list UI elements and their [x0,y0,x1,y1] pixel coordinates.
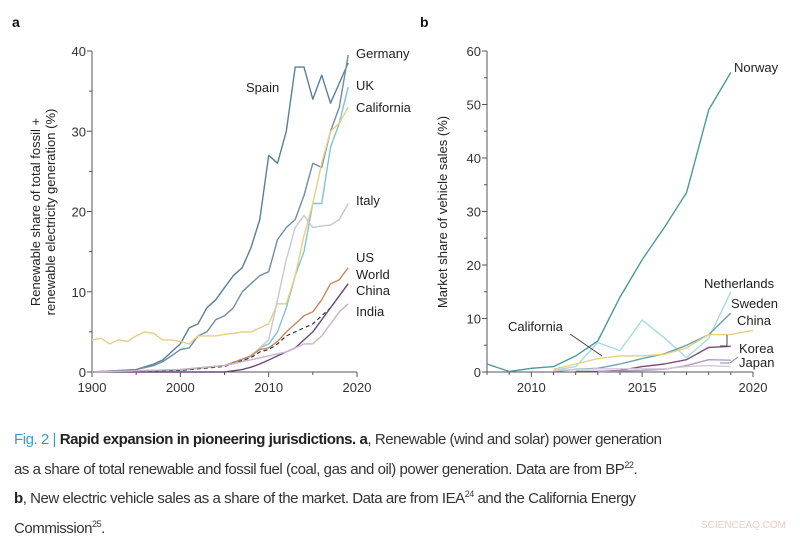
label-china-a: China [356,283,391,298]
series-line-us [91,267,349,373]
series-line-germany [91,54,349,373]
series-line-uk [91,86,349,373]
label-china-b: China [737,313,772,328]
korea-leader-line [720,356,739,364]
reference: 25 [92,518,102,529]
label-korea: Korea [739,341,774,356]
y-tick-label: 0 [79,365,86,380]
x-tick-label: 1900 [78,380,107,395]
series-line-netherlands [553,291,732,372]
y-tick-label: 10 [72,285,86,300]
x-tick-label: 2010 [254,380,283,395]
y-tick-label: 30 [467,205,481,220]
label-california-b: California [508,319,564,334]
x-tick-label: 2000 [166,380,195,395]
caption-text: . [101,519,105,537]
label-uk: UK [356,78,374,93]
caption-a-label: a [359,431,368,448]
x-tick-label: 2020 [343,380,372,395]
y-tick-label: 40 [72,44,86,59]
china-leader-line [720,335,728,347]
y-tick-label: 20 [72,205,86,220]
series-line-japan [553,364,731,372]
label-california-a: California [356,100,412,115]
label-italy: Italy [356,193,380,208]
caption-text: and the California Energy [473,490,636,507]
chart-a: 0 10 20 30 40 1900 2000 2010 2020 [72,44,372,395]
x-tick-label: 2010 [517,380,546,395]
y-axis-label-a-line2: renewable electricity generation (%) [43,109,58,316]
series-line-california [553,329,754,370]
series-line-spain [91,62,349,373]
y-axis-label-a-line1: Renewable share of total fossil + [28,118,43,306]
series-line-italy [91,203,349,373]
y-tick-label: 0 [474,365,481,380]
panel-label-b: b [420,14,429,30]
series-line-world [91,283,349,373]
reference: 22 [624,459,634,470]
y-tick-label: 20 [467,258,481,273]
caption-text: as a share of total renewable and fossil… [14,460,625,478]
y-tick-label: 10 [467,312,481,327]
caption-b-label: b [14,490,23,507]
y-axis-label-b: Market share of vehicle sales (%) [435,116,450,308]
label-world: World [356,267,390,282]
figure-caption: Fig. 2 | Rapid expansion in pioneering j… [14,428,794,537]
x-tick-label: 2020 [739,380,768,395]
label-germany: Germany [356,46,410,61]
caption-text: , New electric vehicle sales as a share … [22,490,465,507]
y-tick-label: 50 [467,98,481,113]
california-leader-line [569,333,603,357]
series-line-california [91,106,349,345]
label-us: US [356,250,374,265]
caption-text: Commission [14,519,93,537]
charts: a b 0 10 20 30 40 1900 2000 2010 2020 0 10 20 30 40 5… [12,14,779,395]
y-tick-label: 40 [467,151,481,166]
panel-label-a: a [12,14,20,30]
caption-text: . [633,460,638,478]
caption-text: , Renewable (wind and solar) power gener… [367,431,662,448]
x-tick-label: 2015 [628,380,657,395]
label-spain: Spain [246,80,279,95]
series-line-china [92,283,349,373]
reference: 24 [464,489,475,499]
label-sweden: Sweden [731,296,778,311]
label-japan: Japan [739,355,774,370]
caption-title: Rapid expansion in pioneering jurisdicti… [59,431,357,448]
chart-b: 0 10 20 30 40 50 60 2010 2015 2020 [467,44,768,395]
series-line-india [91,303,349,373]
label-norway: Norway [734,60,779,75]
y-tick-label: 60 [467,44,481,59]
watermark: SCIENCEAQ.COM [700,520,786,531]
figure-label: Fig. 2 | [14,431,56,448]
label-india: India [356,304,385,319]
label-netherlands: Netherlands [704,276,775,291]
series-line-norway [486,72,732,373]
y-tick-label: 30 [72,124,86,139]
